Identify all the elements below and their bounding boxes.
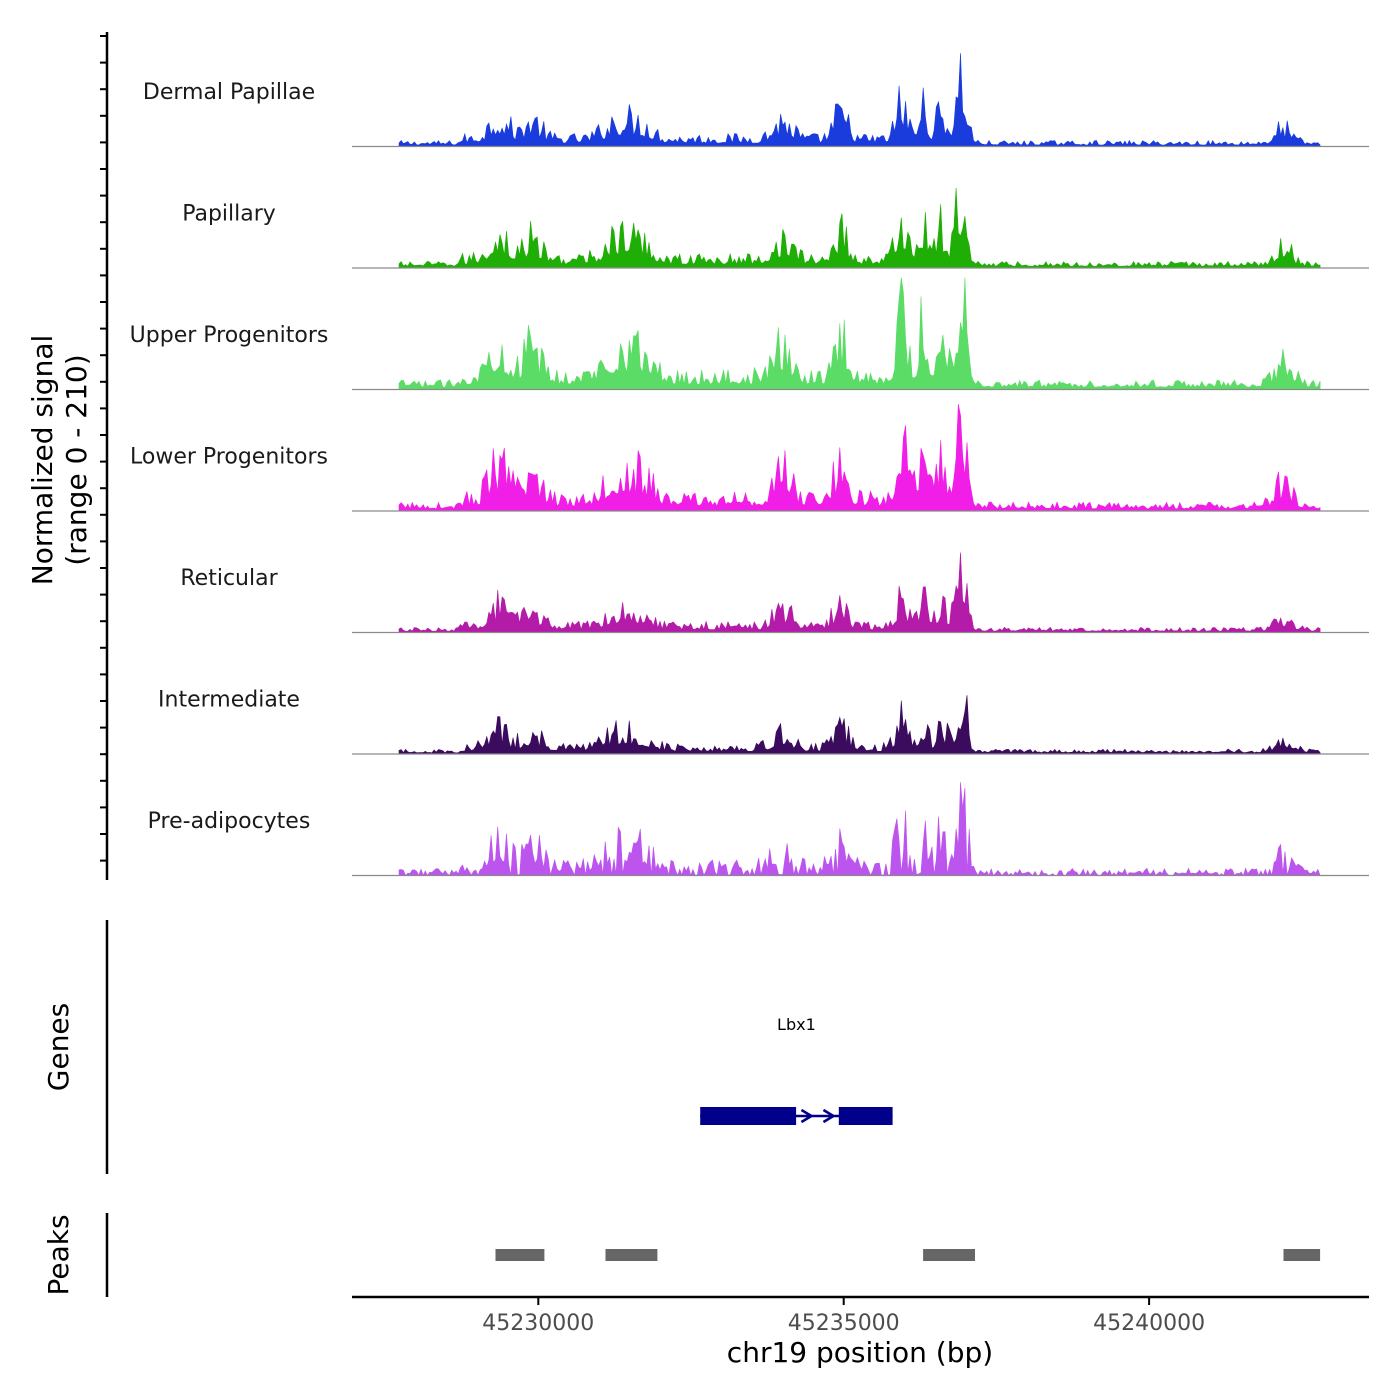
y-axis-range-label: (range 0 - 210) — [60, 354, 93, 565]
y-axis-title: Normalized signal — [26, 335, 59, 586]
strand-arrow — [800, 1108, 813, 1124]
strand-arrow — [822, 1108, 835, 1124]
signal-area — [398, 404, 1321, 512]
gene-track: Lbx1 — [700, 1015, 893, 1125]
x-axis-title: chr19 position (bp) — [727, 1336, 993, 1369]
peak-region — [605, 1249, 658, 1261]
x-tick-label: 45240000 — [1093, 1311, 1205, 1336]
signal-area — [398, 53, 1321, 147]
signal-area — [398, 277, 1321, 390]
gene-label: Lbx1 — [777, 1015, 816, 1034]
track-label: Upper Progenitors — [130, 323, 329, 348]
x-tick-label: 45235000 — [788, 1311, 900, 1336]
signal-area — [398, 187, 1321, 269]
track-reticular: Reticular — [180, 552, 1369, 634]
track-intermediate: Intermediate — [158, 688, 1369, 755]
track-label: Papillary — [182, 202, 276, 227]
peaks-track-title: Peaks — [42, 1214, 75, 1295]
signal-area — [398, 552, 1321, 633]
track-upper-progenitors: Upper Progenitors — [130, 277, 1369, 391]
track-lower-progenitors: Lower Progenitors — [130, 404, 1369, 512]
signal-area — [398, 782, 1321, 877]
track-label: Dermal Papillae — [143, 80, 315, 105]
track-label: Lower Progenitors — [130, 445, 328, 470]
track-label: Intermediate — [158, 688, 300, 713]
peak-region — [923, 1249, 975, 1261]
x-axis-ticks: 45230000 45235000 45240000 — [482, 1297, 1205, 1336]
track-label: Reticular — [180, 566, 278, 591]
track-label: Pre-adipocytes — [148, 809, 311, 834]
gene-exon — [838, 1107, 893, 1125]
track-papillary: Papillary — [182, 187, 1369, 269]
track-pre-adipocytes: Pre-adipocytes — [148, 782, 1369, 877]
coverage-tracks: Dermal Papillae Papillary Upper Progenitor… — [130, 53, 1369, 877]
peak-region — [1283, 1249, 1321, 1261]
x-tick-label: 45230000 — [482, 1311, 594, 1336]
genes-track-title: Genes — [42, 1003, 75, 1091]
peak-region — [495, 1249, 545, 1261]
signal-area — [398, 695, 1321, 755]
gene-exon — [700, 1107, 797, 1125]
signal-y-axis — [100, 32, 109, 880]
track-dermal-papillae: Dermal Papillae — [143, 53, 1369, 148]
peak-track — [495, 1249, 1321, 1261]
